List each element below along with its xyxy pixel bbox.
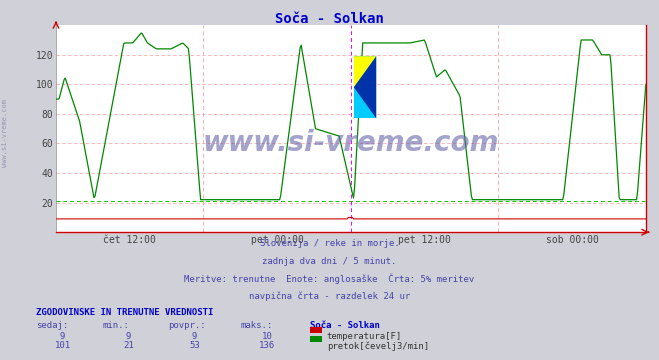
Text: sedaj:: sedaj: xyxy=(36,321,69,330)
Text: navpična črta - razdelek 24 ur: navpična črta - razdelek 24 ur xyxy=(249,291,410,301)
Text: 9: 9 xyxy=(126,332,131,341)
Text: 9: 9 xyxy=(60,332,65,341)
Text: Slovenija / reke in morje.: Slovenija / reke in morje. xyxy=(260,239,399,248)
Text: 9: 9 xyxy=(192,332,197,341)
Text: zadnja dva dni / 5 minut.: zadnja dva dni / 5 minut. xyxy=(262,257,397,266)
Text: 10: 10 xyxy=(262,332,272,341)
Text: Soča - Solkan: Soča - Solkan xyxy=(310,321,380,330)
Text: www.si-vreme.com: www.si-vreme.com xyxy=(203,129,499,157)
Text: pretok[čevelj3/min]: pretok[čevelj3/min] xyxy=(327,341,429,351)
Text: Meritve: trenutne  Enote: anglosaške  Črta: 5% meritev: Meritve: trenutne Enote: anglosaške Črta… xyxy=(185,274,474,284)
Text: 136: 136 xyxy=(259,341,275,350)
Text: 21: 21 xyxy=(123,341,134,350)
Polygon shape xyxy=(354,56,376,118)
Text: temperatura[F]: temperatura[F] xyxy=(327,332,402,341)
Text: 53: 53 xyxy=(189,341,200,350)
Text: maks.:: maks.: xyxy=(241,321,273,330)
Text: min.:: min.: xyxy=(102,321,129,330)
Bar xyxy=(354,56,376,118)
Text: Soča - Solkan: Soča - Solkan xyxy=(275,12,384,26)
Text: www.si-vreme.com: www.si-vreme.com xyxy=(2,99,9,167)
Text: 101: 101 xyxy=(55,341,71,350)
Text: povpr.:: povpr.: xyxy=(168,321,206,330)
Polygon shape xyxy=(354,56,376,87)
Text: ZGODOVINSKE IN TRENUTNE VREDNOSTI: ZGODOVINSKE IN TRENUTNE VREDNOSTI xyxy=(36,308,214,317)
